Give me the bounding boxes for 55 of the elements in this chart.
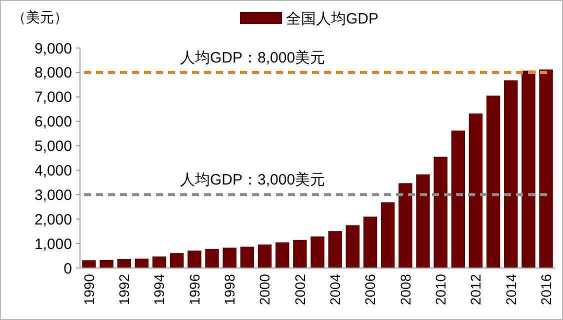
x-tick-label: 1992	[116, 274, 132, 306]
bar	[468, 114, 483, 268]
y-tick-label: 5,000	[34, 138, 72, 156]
bar	[258, 244, 272, 268]
bar	[380, 202, 395, 268]
y-tick-label: 1,000	[34, 236, 72, 253]
bar	[275, 242, 290, 268]
y-tick-label: 4,000	[34, 162, 72, 180]
bar	[486, 96, 500, 268]
bar	[451, 130, 465, 268]
bar	[539, 70, 553, 268]
y-tick-label: 0	[64, 260, 72, 278]
ref-line-label: 人均GDP：3,000美元	[180, 172, 326, 189]
x-tick-label: 2012	[468, 274, 484, 306]
bar	[416, 174, 430, 268]
y-tick-label: 6,000	[34, 114, 72, 131]
x-tick-label: 2010	[432, 274, 448, 306]
bar	[310, 236, 324, 268]
bar	[522, 70, 536, 268]
bar	[363, 216, 378, 268]
bar	[434, 156, 448, 268]
x-tick-label: 2002	[292, 274, 308, 306]
x-tick-label: 1996	[186, 274, 202, 306]
bar	[117, 258, 131, 268]
x-tick-label: 1994	[151, 274, 168, 306]
y-axis-title: （美元）	[12, 9, 68, 25]
bar	[222, 248, 236, 268]
x-tick-label: 2004	[326, 274, 343, 306]
bar	[170, 253, 184, 268]
x-tick-label: 2014	[502, 274, 519, 306]
legend-label: 全国人均GDP	[286, 10, 379, 28]
bar	[504, 80, 518, 268]
y-tick-label: 7,000	[34, 89, 72, 106]
y-tick-label: 9,000	[34, 40, 72, 58]
y-tick-label: 2,000	[34, 211, 72, 228]
bar	[240, 246, 254, 268]
y-tick-label: 3,000	[34, 186, 72, 204]
bar	[293, 240, 307, 268]
x-tick-label: 2016	[538, 274, 554, 306]
ref-line-label: 人均GDP：8,000美元	[180, 49, 326, 66]
x-tick-label: 2008	[397, 274, 414, 306]
x-tick-label: 1990	[80, 274, 97, 306]
bar	[134, 258, 149, 268]
bar	[152, 256, 166, 268]
bar	[82, 260, 96, 268]
bar	[398, 183, 412, 268]
x-tick-label: 2000	[256, 274, 273, 306]
bar	[205, 248, 219, 268]
bar	[100, 260, 114, 268]
bar	[346, 225, 360, 268]
x-tick-label: 1998	[222, 274, 238, 306]
x-tick-label: 2006	[362, 274, 378, 306]
bar	[188, 250, 202, 268]
bar	[328, 231, 342, 268]
y-tick-label: 8,000	[34, 64, 72, 82]
